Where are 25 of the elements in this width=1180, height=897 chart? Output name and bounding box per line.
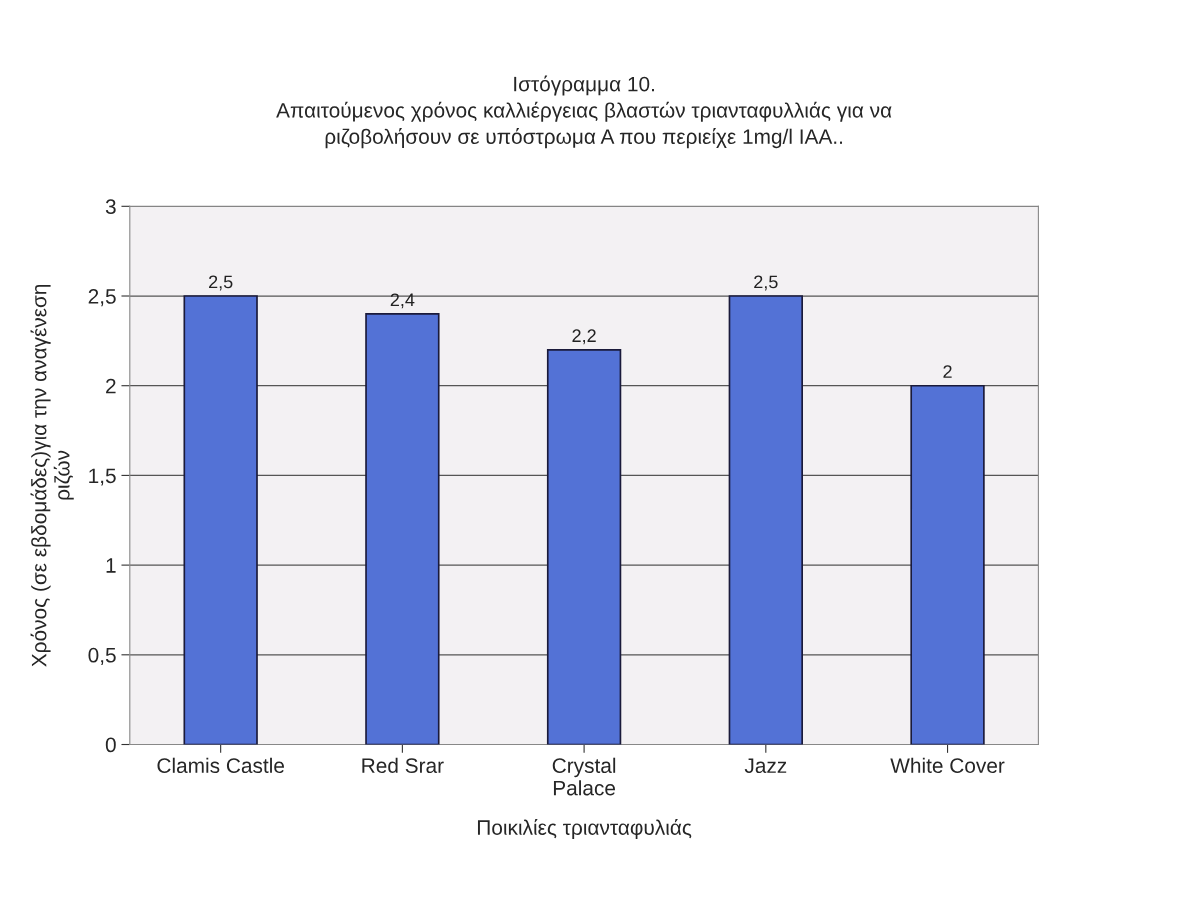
x-tick-label: Crystal Palace — [552, 757, 616, 796]
data-label: 2,2 — [572, 329, 596, 345]
bar — [183, 295, 258, 745]
chart-title: Ιστόγραμμα 10. Απαιτούμενος χρόνος καλλιέργειας βλαστών τριανταφυλλιάς για να ριζοβολήσουν σε υπόστρωμα Α που περιείχε 1mg/l IAA.. — [276, 75, 892, 149]
y-tick-label: 1 — [106, 558, 116, 573]
data-label: 2,5 — [209, 275, 233, 291]
y-axis-title: Χρόνος (σε εβδομάδες)για την αναγένεση ριζών — [30, 284, 74, 667]
y-tick-label: 0 — [105, 737, 116, 753]
x-tick-label: Jazz — [744, 758, 787, 774]
x-tick-label: Clamis Castle — [157, 757, 284, 774]
y-tick-label: 3 — [105, 199, 116, 215]
bar — [910, 384, 985, 745]
y-tick-label: 0,5 — [88, 647, 116, 666]
y-tick-label: 1,5 — [89, 468, 116, 486]
bar — [365, 313, 440, 745]
y-tick-label: 2 — [106, 378, 116, 394]
x-tick-label: Red Srar — [362, 757, 444, 774]
x-tick-label: White Cover — [890, 757, 1005, 774]
data-label: 2,5 — [754, 275, 778, 291]
bar — [546, 348, 622, 745]
bar — [728, 295, 803, 745]
x-axis-title: Ποικιλίες τριανταφυλιάς — [477, 819, 692, 840]
y-tick-label: 2,5 — [88, 289, 116, 307]
data-label: 2 — [943, 365, 952, 378]
data-label: 2,4 — [390, 293, 415, 309]
